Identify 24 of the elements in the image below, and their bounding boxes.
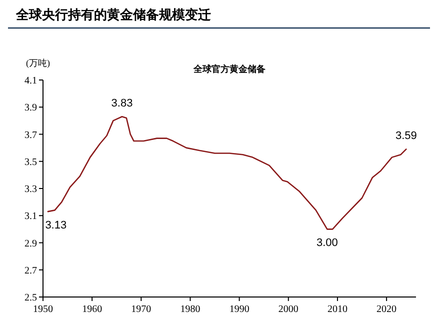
data-label: 3.00	[316, 237, 338, 250]
x-tick-label: 2020	[376, 304, 397, 315]
y-tick-label: 2.9	[24, 238, 37, 250]
x-tick-label: 1990	[229, 304, 250, 315]
y-axis-title: (万吨)	[26, 58, 50, 68]
y-tick-label: 2.7	[24, 265, 37, 276]
y-tick-label: 3.3	[24, 184, 37, 195]
y-tick-label: 4.1	[24, 76, 37, 86]
y-tick-label: 3.5	[24, 156, 37, 168]
x-tick-label: 2010	[327, 304, 348, 315]
data-label: 3.59	[395, 130, 417, 142]
chart-title: 全球央行持有的黄金储备规模变迁	[15, 7, 211, 22]
y-tick-label: 3.9	[24, 102, 37, 114]
data-label: 3.83	[111, 98, 133, 110]
data-label: 3.13	[45, 220, 67, 232]
x-tick-label: 1980	[180, 304, 200, 315]
x-tick-label: 1960	[82, 304, 102, 315]
x-tick-label: 2000	[278, 304, 298, 315]
x-tick-label: 1950	[33, 304, 53, 315]
y-tick-label: 3.1	[24, 211, 37, 222]
y-tick-label: 2.5	[24, 292, 37, 304]
x-tick-label: 1970	[131, 304, 152, 315]
chart-subtitle: 全球官方黄金储备	[192, 64, 266, 74]
y-tick-label: 3.7	[24, 130, 37, 141]
